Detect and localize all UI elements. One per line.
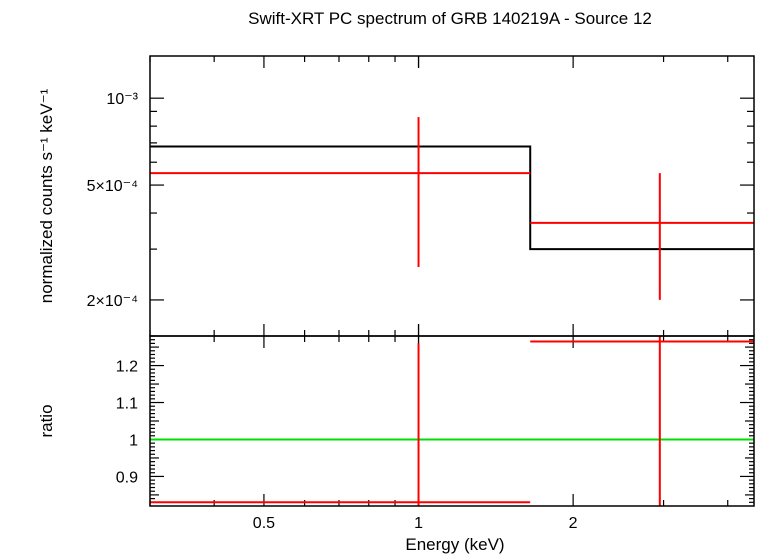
- ratio-y-tick-label: 1.1: [116, 396, 138, 413]
- ratio-y-tick-label: 1.2: [116, 359, 138, 376]
- spectrum-y-axis-label: normalized counts s⁻¹ keV⁻¹: [37, 88, 56, 303]
- ratio-y-axis-label: ratio: [37, 404, 56, 437]
- x-tick-label: 2: [569, 515, 578, 532]
- spectrum-y-tick-label: 5×10⁻⁴: [87, 178, 138, 195]
- spectrum-panel-frame: [149, 55, 755, 337]
- spectrum-marks: [150, 117, 754, 300]
- spectrum-ticks: 2×10⁻⁴ 5×10⁻⁴ 10⁻³: [87, 56, 754, 310]
- model-step-line: [150, 145, 754, 251]
- ratio-y-tick-label: 1: [129, 432, 138, 449]
- ratio-panel-frame: [149, 335, 755, 507]
- x-tick-label: 0.5: [253, 515, 275, 532]
- x-axis-label: Energy (keV): [405, 535, 504, 554]
- spectrum-y-tick-label: 2×10⁻⁴: [87, 293, 138, 310]
- spectrum-y-tick-label: 10⁻³: [106, 91, 138, 108]
- chart-title: Swift-XRT PC spectrum of GRB 140219A - S…: [248, 9, 652, 28]
- ratio-y-tick-label: 0.9: [116, 469, 138, 486]
- ratio-marks: [150, 336, 754, 506]
- ratio-ticks: 0.5 1 2 0.9 1 1.1 1.2: [116, 324, 754, 532]
- x-tick-label: 1: [414, 515, 423, 532]
